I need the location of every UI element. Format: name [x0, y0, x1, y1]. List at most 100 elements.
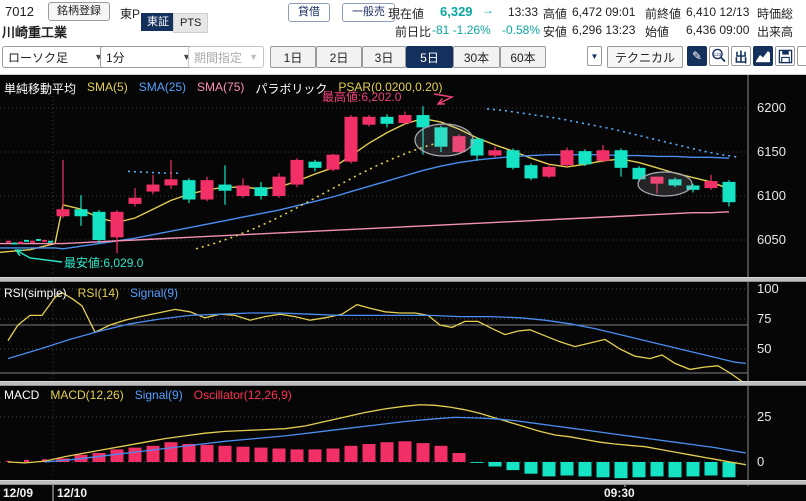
panel-separator — [0, 480, 806, 485]
annotation-arrowhead — [436, 98, 446, 105]
candle-body — [290, 159, 304, 185]
macd-bar — [578, 462, 592, 477]
range-button-5day[interactable]: 5日 — [406, 46, 453, 68]
magnifier-glyph: 123 — [712, 48, 726, 63]
change-percent2: -0.58% — [502, 23, 541, 37]
chart-line — [7, 312, 747, 365]
pencil-icon[interactable]: ✎ — [687, 46, 707, 66]
volume-label: 出来高 — [757, 25, 794, 39]
change-label: 前日比 — [395, 25, 432, 39]
chart-line — [127, 170, 180, 174]
chart-line — [44, 416, 747, 463]
chart-area[interactable]: 6200 6150 6100 6050 100 75 50 25 0 単純移動平均 SMA(5)… — [0, 74, 806, 501]
macd-bar — [110, 449, 124, 462]
chart-line — [0, 117, 730, 254]
macd-bar — [24, 459, 29, 462]
current-price-time: 13:33 — [508, 5, 539, 19]
area-chart-icon[interactable] — [753, 46, 773, 66]
rsi-axis-tick: 75 — [757, 311, 771, 326]
chart-canvas[interactable]: 6200 6150 6100 6050 100 75 50 25 0 — [0, 74, 806, 501]
candle-body — [128, 197, 142, 204]
svg-text:123: 123 — [714, 52, 722, 57]
chart-line — [0, 211, 730, 245]
general-sell-button[interactable]: 一般売 — [342, 3, 395, 22]
loan-button[interactable]: 貸借 — [288, 3, 330, 22]
price-axis-tick: 6100 — [757, 188, 786, 203]
zoom-123-icon[interactable]: 123 — [709, 46, 729, 66]
candle-body — [200, 180, 214, 200]
macd-bar — [272, 448, 286, 462]
candle-body — [542, 166, 556, 177]
macd-bar — [218, 445, 232, 462]
chart-line — [486, 108, 740, 159]
range-button-2day[interactable]: 2日 — [316, 46, 362, 68]
candle-body — [632, 167, 646, 180]
tab-pts[interactable]: PTS — [173, 13, 209, 33]
highlight-ellipse — [414, 123, 474, 157]
range-button-1day[interactable]: 1日 — [270, 46, 316, 68]
macd-bar — [632, 462, 646, 478]
chart-line — [7, 291, 743, 382]
header: 7012 銘柄登録 東P 東証 PTS 川崎重工業 貸借 一般売 現在値 6,3… — [0, 0, 806, 40]
time-axis-label: 12/09 — [3, 486, 34, 500]
macd-bar — [290, 449, 304, 462]
change-value: -81 -1.26% — [432, 23, 491, 37]
open-value: 6,436 09:00 — [686, 23, 750, 37]
more-dropdown-button[interactable]: ▼ — [587, 46, 602, 66]
toolbar: ローソク足 ▼ 1分 ▼ 期間指定 ▼ 1日 2日 3日 5日 30本 60本 … — [0, 40, 806, 75]
chevron-down-icon: ▼ — [182, 52, 191, 62]
candle-body — [362, 116, 376, 125]
register-stock-button[interactable]: 銘柄登録 — [48, 2, 110, 21]
price-axis-tick: 6050 — [757, 232, 786, 247]
macd-bar — [92, 453, 106, 462]
technical-button[interactable]: テクニカル — [607, 46, 683, 68]
range-button-60bars[interactable]: 60本 — [500, 46, 546, 68]
area-chart-glyph — [756, 51, 770, 63]
prev-close-label: 前終値 — [645, 7, 682, 21]
interval-select[interactable]: 1分 ▼ — [100, 46, 197, 68]
macd-bar — [326, 448, 340, 462]
candle-body — [488, 150, 502, 156]
current-price-value: 6,329 — [440, 4, 473, 19]
period-select[interactable]: 期間指定 ▼ — [188, 46, 264, 68]
candle-body — [182, 180, 196, 200]
sliver-candle — [18, 241, 23, 244]
macd-bar — [614, 462, 628, 479]
market-cap-label: 時価総 — [757, 7, 794, 21]
prev-close-value: 6,410 12/13 — [686, 5, 750, 19]
low-label: 安値 — [543, 25, 568, 39]
macd-axis-tick: 0 — [757, 454, 764, 469]
candle-body — [668, 179, 682, 186]
chart-type-select[interactable]: ローソク足 ▼ — [2, 46, 109, 68]
market-segment: 東P — [120, 7, 141, 21]
candle-body — [56, 209, 70, 217]
candle-body — [344, 116, 358, 162]
rsi-axis-tick: 50 — [757, 341, 771, 356]
clipped-icon-button[interactable] — [797, 46, 806, 66]
candle-body — [578, 151, 592, 165]
highlight-ellipse — [637, 171, 693, 197]
high-value: 6,472 09:01 — [572, 5, 636, 19]
macd-bar — [452, 453, 466, 462]
sliver-candle — [36, 239, 41, 241]
macd-bar — [668, 462, 682, 478]
chart-line — [15, 249, 63, 263]
candle-body — [218, 184, 232, 191]
macd-bar — [488, 462, 502, 467]
range-button-30bars[interactable]: 30本 — [453, 46, 500, 68]
candle-body — [398, 115, 412, 123]
candle-body — [686, 185, 700, 190]
tab-tosho[interactable]: 東証 — [141, 13, 175, 31]
macd-bar — [254, 447, 268, 462]
low-value: 6,296 13:23 — [572, 23, 636, 37]
export-icon[interactable]: 出 — [731, 46, 751, 66]
sliver-candle — [42, 239, 47, 242]
save-icon[interactable] — [775, 46, 795, 66]
chart-line — [7, 404, 747, 466]
period-value: 期間指定 — [194, 50, 243, 65]
macd-bar — [434, 445, 448, 462]
range-button-3day[interactable]: 3日 — [362, 46, 406, 68]
macd-bar — [164, 442, 178, 462]
macd-bar — [686, 462, 700, 477]
floppy-glyph — [778, 49, 792, 63]
